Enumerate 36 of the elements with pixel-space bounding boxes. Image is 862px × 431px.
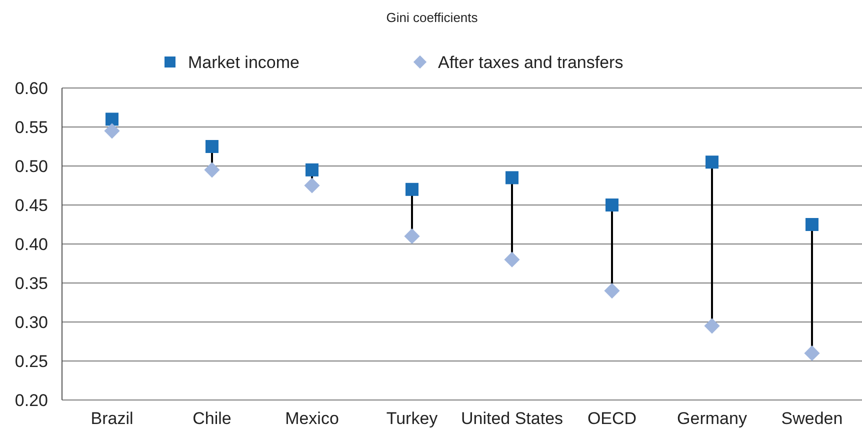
x-tick-label: OECD xyxy=(587,409,637,428)
point xyxy=(406,182,418,196)
point xyxy=(804,345,820,361)
point xyxy=(706,156,718,169)
point xyxy=(204,162,220,178)
point xyxy=(806,218,818,231)
x-tick-label: Sweden xyxy=(781,409,843,428)
point xyxy=(504,252,520,268)
legend-label: Market income xyxy=(188,52,300,72)
legend-label: After taxes and transfers xyxy=(438,52,624,72)
y-tick-label: 0.45 xyxy=(14,196,48,215)
point xyxy=(704,318,720,334)
y-tick-label: 0.35 xyxy=(14,274,48,293)
point xyxy=(606,198,618,212)
y-tick-label: 0.50 xyxy=(14,156,48,176)
point xyxy=(304,178,320,194)
x-tick-label: Germany xyxy=(677,409,748,428)
chart-title: Gini coefficients xyxy=(386,10,478,25)
x-tick-label: Turkey xyxy=(386,409,438,428)
y-tick-label: 0.25 xyxy=(14,352,48,371)
point xyxy=(306,163,318,176)
x-tick-label: United States xyxy=(460,409,564,428)
y-tick-label: 0.20 xyxy=(14,390,48,410)
y-tick-label: 0.55 xyxy=(14,118,48,137)
point xyxy=(104,123,120,139)
y-tick-label: 0.60 xyxy=(14,78,48,98)
y-tick-label: 0.40 xyxy=(14,234,48,254)
x-tick-label: Mexico xyxy=(285,409,339,428)
x-tick-label: Chile xyxy=(192,409,232,428)
y-tick-label: 0.30 xyxy=(14,312,48,332)
point xyxy=(106,112,118,126)
point xyxy=(604,283,620,299)
point xyxy=(404,228,420,244)
x-tick-label: Brazil xyxy=(90,409,134,428)
point xyxy=(206,140,218,153)
point xyxy=(506,171,518,184)
